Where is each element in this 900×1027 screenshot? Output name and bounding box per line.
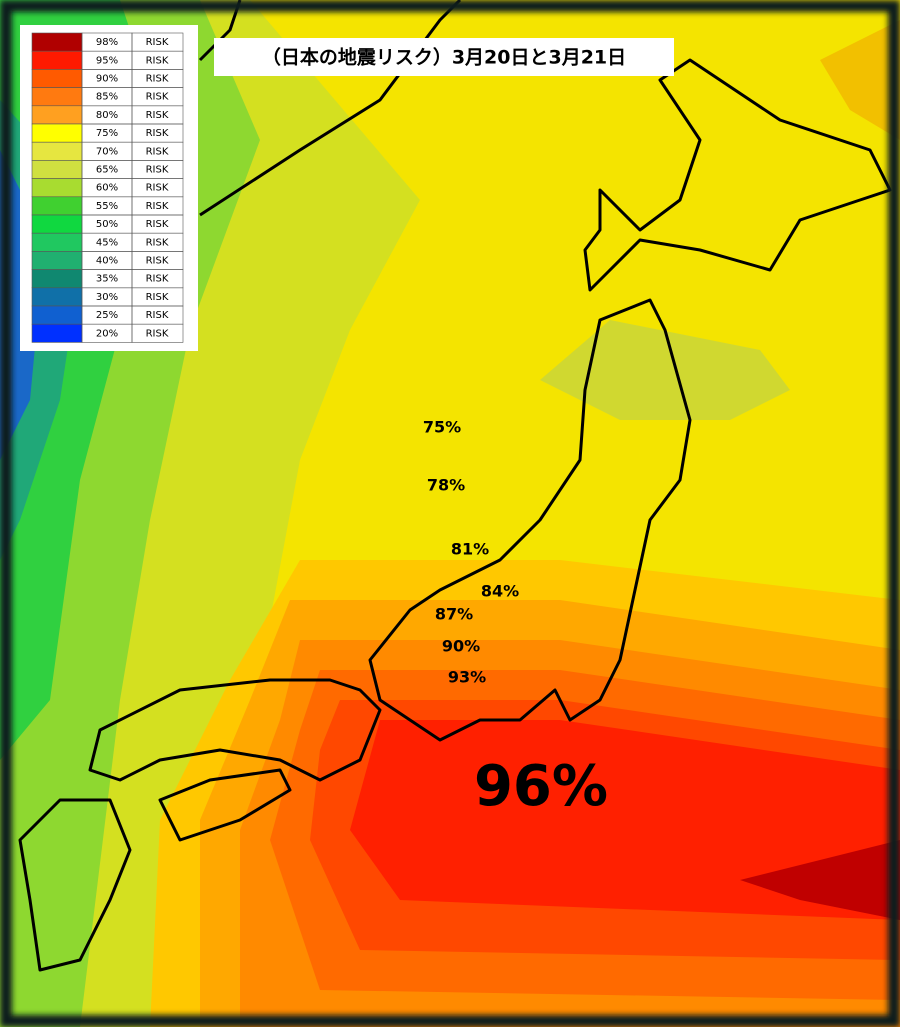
legend-risk: RISK [146, 146, 169, 157]
legend-risk: RISK [146, 55, 169, 66]
legend-percent: 25% [96, 310, 118, 321]
risk-label: 78% [427, 476, 465, 495]
coastline [18, 0, 892, 972]
legend-risk: RISK [146, 110, 169, 121]
legend-risk: RISK [146, 237, 169, 248]
legend-percent: 30% [96, 292, 118, 303]
legend-swatch [31, 287, 83, 307]
legend-swatch [31, 269, 83, 289]
legend-swatch [31, 69, 83, 88]
legend-swatch [31, 141, 83, 161]
legend-swatch [31, 123, 83, 143]
legend-risk: RISK [146, 292, 169, 303]
legend-percent: 80% [96, 110, 118, 121]
legend-swatch [31, 305, 83, 325]
legend-risk: RISK [146, 165, 169, 176]
legend-risk: RISK [146, 37, 169, 48]
legend-risk: RISK [146, 74, 169, 85]
legend-percent: 70% [96, 146, 118, 157]
legend-swatch [31, 178, 83, 198]
legend-percent: 75% [96, 128, 118, 139]
risk-label: 87% [435, 605, 473, 624]
legend-risk: RISK [146, 274, 169, 285]
legend-risk: RISK [146, 256, 169, 267]
legend-swatch [31, 32, 83, 52]
legend: 98% RISK 95% RISK 90% RISK 85% RISK 80% RISK 75% RI… [20, 25, 198, 351]
risk-label: 90% [442, 637, 480, 656]
legend-percent: 55% [96, 201, 118, 212]
legend-risk: RISK [146, 328, 169, 339]
legend-risk: RISK [146, 92, 169, 103]
legend-percent: 65% [96, 165, 118, 176]
legend-swatch [31, 232, 83, 252]
legend-swatch [31, 196, 83, 216]
risk-label: 81% [451, 540, 489, 559]
legend-swatch [31, 214, 83, 234]
legend-percent: 60% [96, 183, 118, 194]
map-labels: 75% 78% 81% 84% 87% 90% 93% 96% [423, 418, 608, 820]
legend-percent: 50% [96, 219, 118, 230]
legend-swatch [31, 323, 83, 343]
legend-percent: 98% [96, 37, 118, 48]
legend-swatch [31, 50, 83, 70]
legend-risk: RISK [146, 183, 169, 194]
legend-percent: 35% [96, 274, 118, 285]
legend-risk: RISK [146, 201, 169, 212]
legend-cell [131, 323, 184, 343]
legend-swatch [31, 105, 83, 125]
title: （日本の地震リスク）3月20日と3月21日 [262, 46, 626, 69]
legend-percent: 85% [96, 92, 118, 103]
title-box: （日本の地震リスク）3月20日と3月21日 [214, 38, 674, 76]
legend-percent: 45% [96, 237, 118, 248]
legend-risk: RISK [146, 219, 169, 230]
title-background [214, 38, 674, 76]
legend-percent: 90% [96, 74, 118, 85]
legend-swatch [31, 251, 83, 270]
risk-label: 93% [448, 668, 486, 687]
legend-risk: RISK [146, 310, 169, 321]
risk-label: 75% [423, 418, 461, 437]
legend-swatch [31, 160, 83, 179]
risk-label: 96% [474, 754, 608, 819]
legend-percent: 40% [96, 256, 118, 267]
legend-percent: 20% [96, 328, 118, 339]
risk-label: 84% [481, 582, 519, 601]
legend-swatch [31, 87, 83, 107]
legend-percent: 95% [96, 55, 118, 66]
legend-risk: RISK [146, 128, 169, 139]
